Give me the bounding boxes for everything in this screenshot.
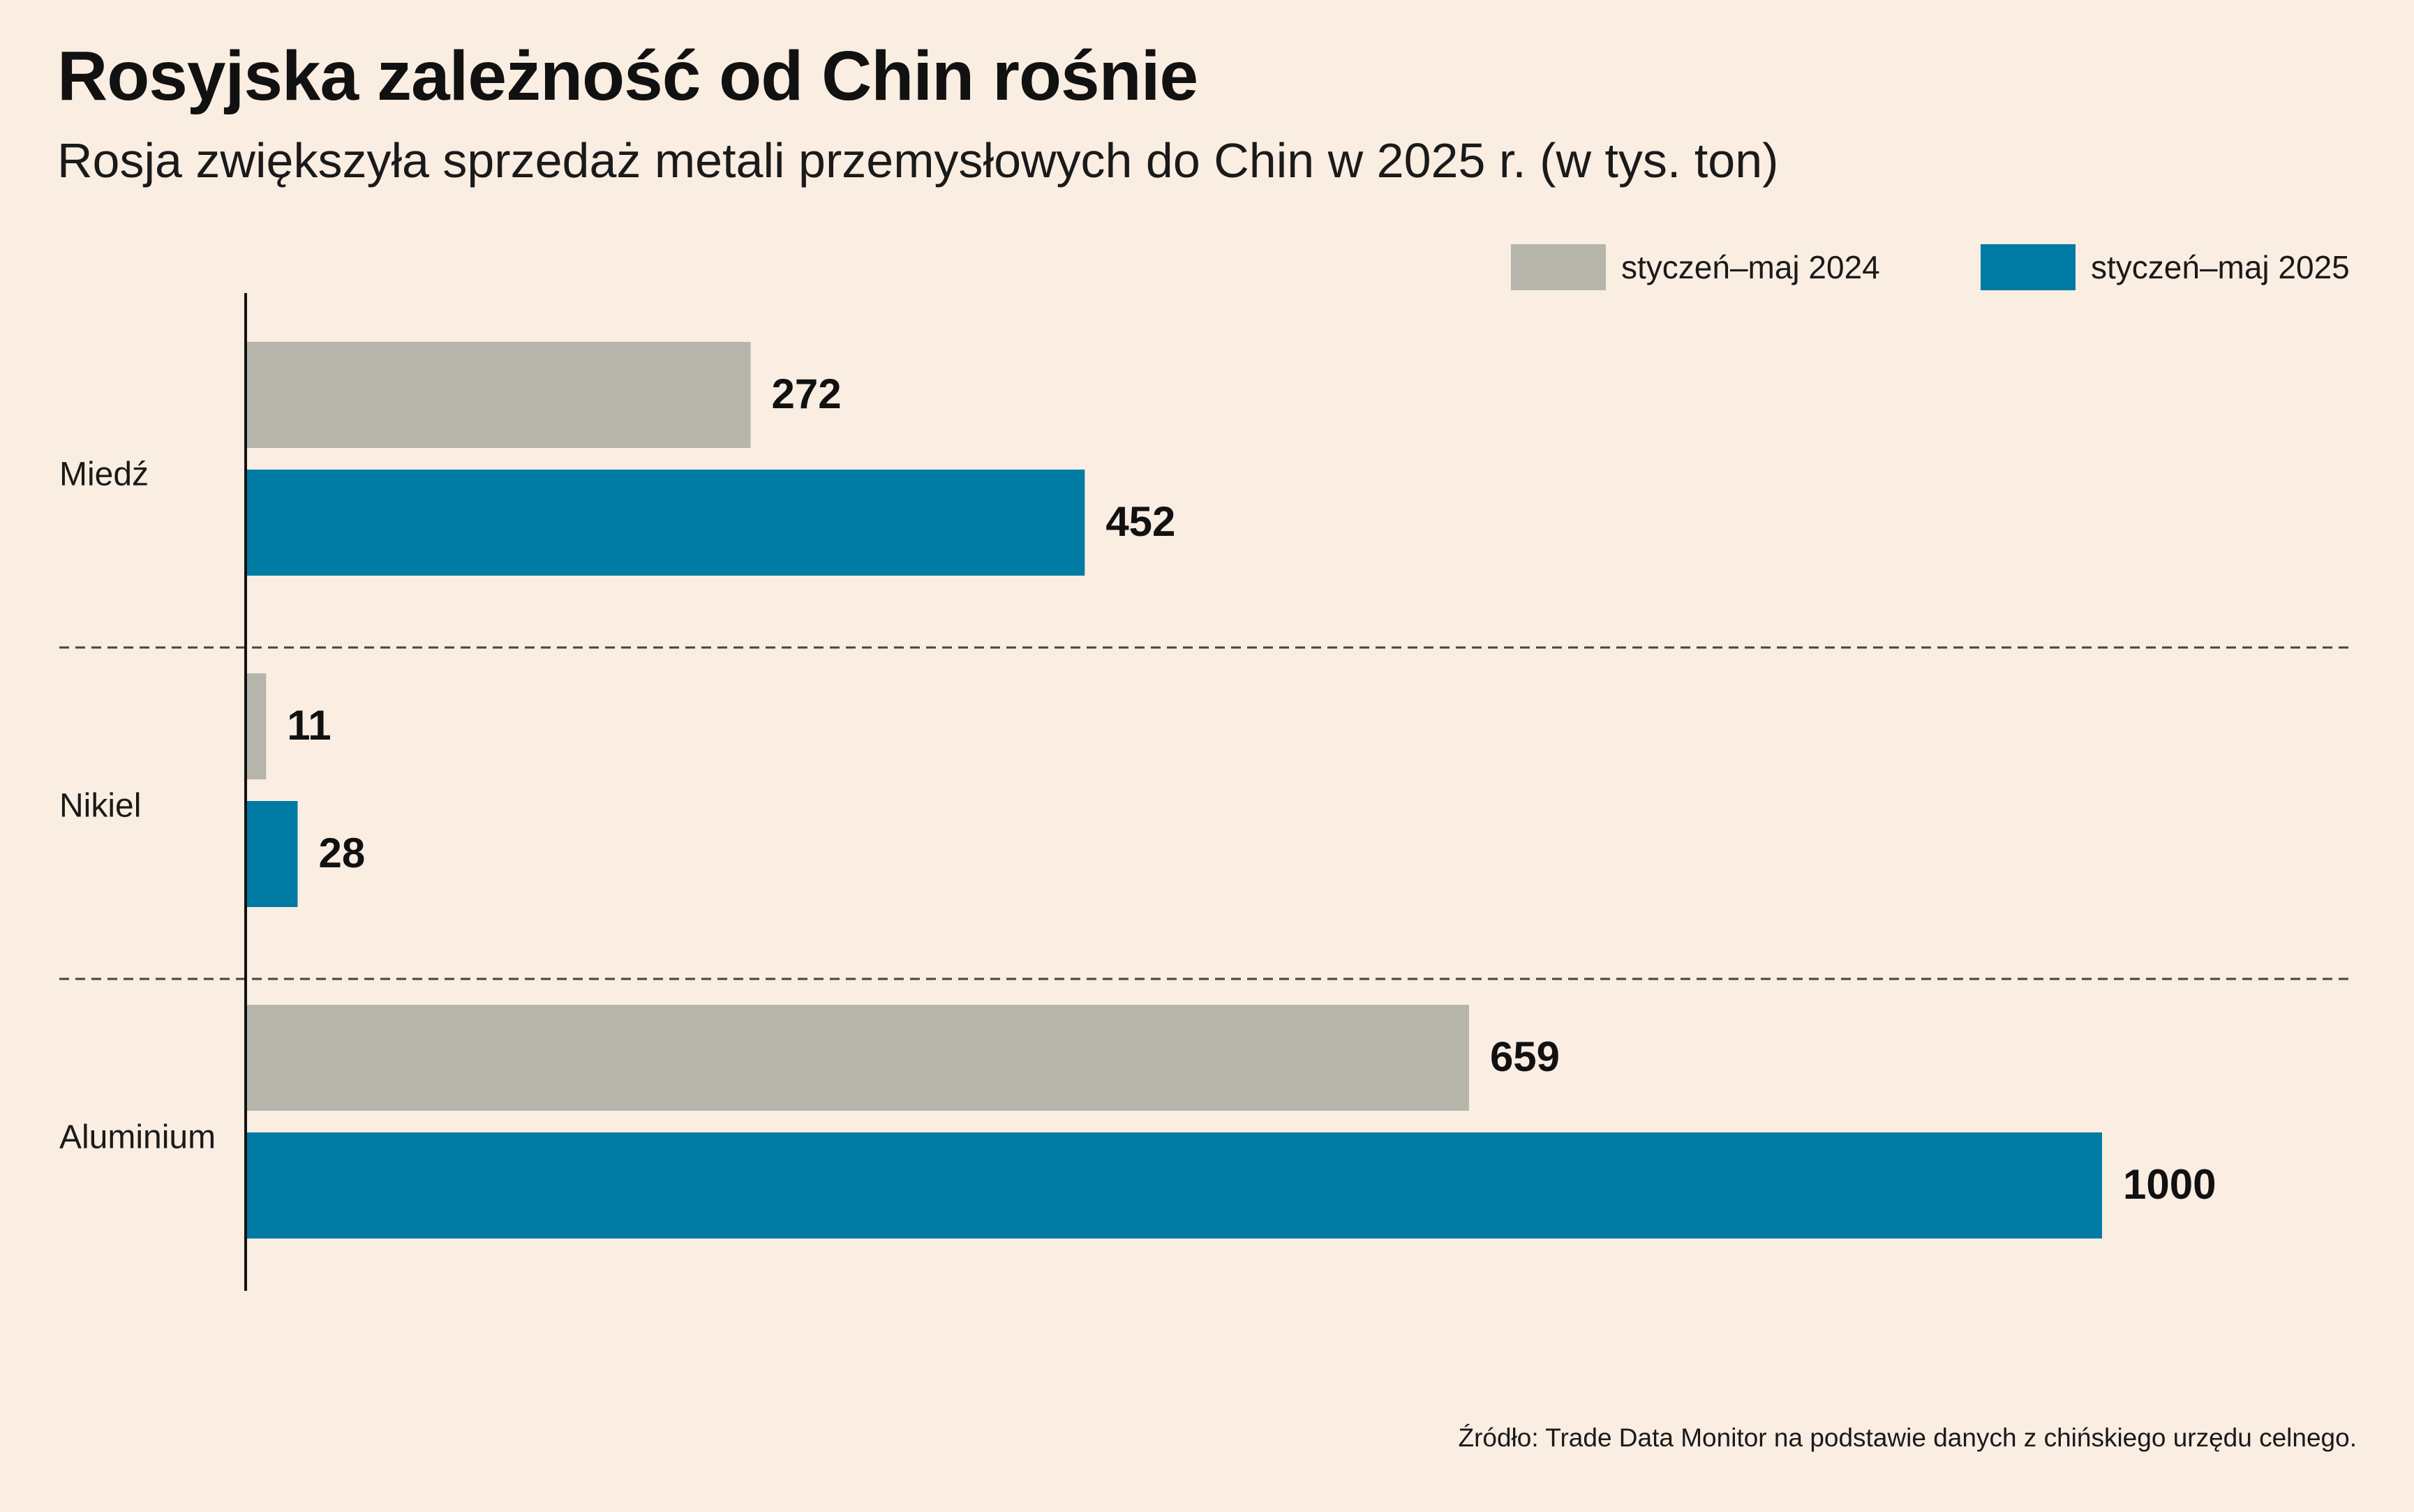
bar-miedź-2024: [246, 342, 751, 448]
data-label-aluminium-2024: 659: [1490, 1033, 1560, 1080]
legend-item-2025: styczeń–maj 2025: [1981, 244, 2350, 290]
bar-nikiel-2024: [246, 673, 267, 779]
category-label-2: Aluminium: [59, 1119, 216, 1156]
category-label-0: Miedź: [59, 456, 149, 493]
data-label-miedź-2024: 272: [772, 370, 842, 417]
bar-miedź-2025: [246, 470, 1085, 576]
legend-item-2024: styczeń–maj 2024: [1511, 244, 1880, 290]
data-label-nikiel-2025: 28: [318, 830, 365, 876]
legend-swatch-2024: [1511, 244, 1606, 290]
bar-aluminium-2025: [246, 1132, 2102, 1238]
data-label-nikiel-2024: 11: [287, 702, 331, 749]
bar-nikiel-2025: [246, 801, 298, 907]
chart-subtitle: Rosja zwiększyła sprzedaż metali przemys…: [57, 133, 1779, 188]
legend-label-2025: styczeń–maj 2025: [2091, 249, 2350, 285]
data-label-aluminium-2025: 1000: [2123, 1161, 2216, 1208]
bar-aluminium-2024: [246, 1005, 1469, 1111]
legend-label-2024: styczeń–maj 2024: [1621, 249, 1880, 285]
data-label-miedź-2025: 452: [1105, 498, 1175, 545]
legend-swatch-2025: [1981, 244, 2076, 290]
category-label-1: Nikiel: [59, 788, 141, 825]
chart-title: Rosyjska zależność od Chin rośnie: [57, 37, 1198, 115]
source-note: Źródło: Trade Data Monitor na podstawie …: [1458, 1423, 2357, 1452]
